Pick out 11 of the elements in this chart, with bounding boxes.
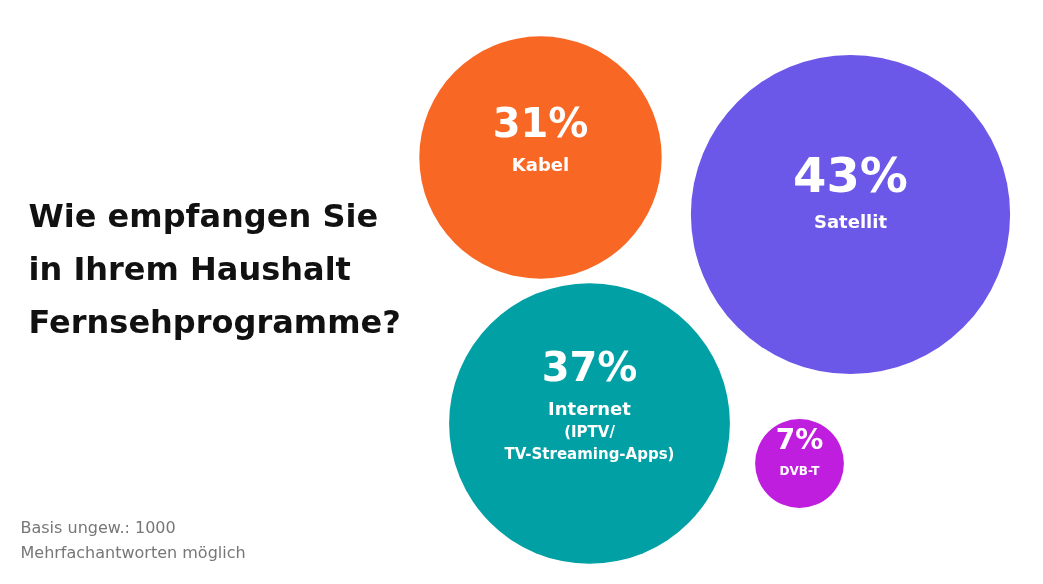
category-label: Internet (IPTV/ TV-Streaming-Apps) — [504, 397, 675, 463]
text: Mehrfachantworten möglich — [20, 543, 246, 562]
data-label: 7% — [775, 422, 824, 456]
text: Wie empfangen Sie in Ihrem Haushalt Fernsehprogramme? — [28, 196, 401, 341]
data-label: 43% — [793, 146, 908, 203]
category-label: DVB-T — [779, 463, 821, 478]
category-label: Satellit — [813, 210, 888, 232]
data-label: 37% — [541, 343, 638, 390]
text: Basis ungew.: 1000 — [20, 518, 176, 537]
category-label: Kabel — [511, 153, 570, 175]
data-label: 31% — [492, 99, 589, 146]
